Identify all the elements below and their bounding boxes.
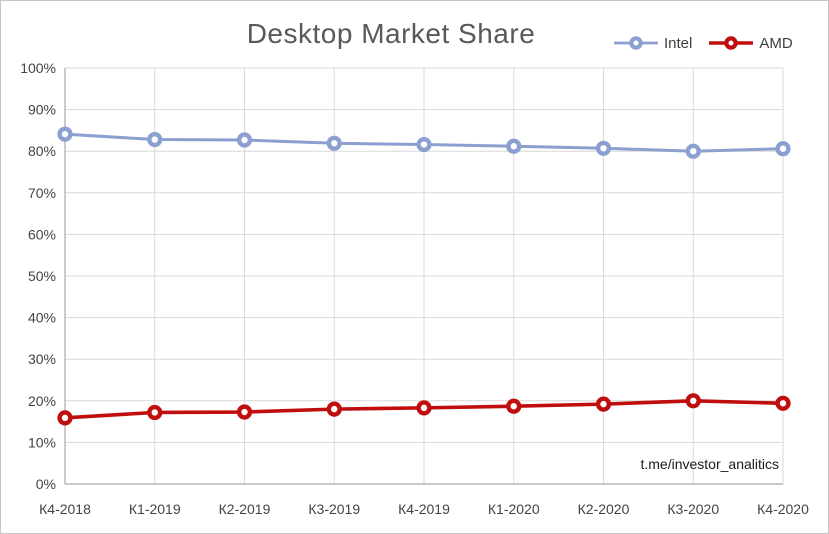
y-tick-label: 20%: [28, 393, 56, 409]
x-tick-label: К2-2020: [578, 501, 630, 517]
x-tick-label: К4-2018: [39, 501, 91, 517]
data-point-intel-К1-2020: [506, 138, 522, 154]
y-tick-label: 80%: [28, 143, 56, 159]
x-tick-label: К1-2020: [488, 501, 540, 517]
legend-label-intel: Intel: [664, 34, 693, 52]
data-point-amd-К1-2020: [506, 398, 522, 414]
x-tick-label: К2-2019: [219, 501, 271, 517]
y-tick-label: 10%: [28, 434, 56, 450]
amd-legend-marker-icon: [709, 36, 754, 50]
data-point-amd-К4-2019: [416, 400, 432, 416]
data-point-intel-К4-2019: [416, 136, 432, 153]
data-point-intel-К3-2019: [326, 135, 342, 151]
y-tick-label: 60%: [28, 226, 56, 242]
data-point-amd-К2-2020: [595, 396, 612, 412]
watermark-text: t.me/investor_analitics: [640, 456, 779, 472]
data-point-amd-К4-2018: [57, 410, 73, 426]
data-point-intel-К3-2020: [685, 143, 701, 159]
x-tick-label: К4-2020: [757, 501, 809, 517]
data-point-intel-К1-2019: [147, 131, 163, 148]
y-tick-label: 30%: [28, 351, 56, 367]
y-tick-label: 0%: [36, 476, 56, 492]
data-point-intel-К2-2019: [236, 132, 253, 148]
data-point-intel-К4-2020: [775, 141, 791, 157]
y-tick-label: 50%: [28, 268, 56, 284]
y-tick-label: 100%: [20, 60, 56, 76]
x-tick-label: К3-2020: [667, 501, 719, 517]
x-tick-label: К1-2019: [129, 501, 181, 517]
data-point-intel-К4-2018: [57, 126, 73, 142]
data-point-amd-К3-2020: [685, 393, 701, 409]
data-point-amd-К4-2020: [775, 395, 791, 411]
data-point-amd-К3-2019: [326, 401, 342, 417]
y-tick-label: 40%: [28, 310, 56, 326]
legend-item-amd: AMD: [708, 34, 793, 52]
legend-item-intel: Intel: [613, 34, 692, 52]
data-point-intel-К2-2020: [595, 140, 612, 156]
data-point-amd-К2-2019: [236, 404, 253, 420]
x-tick-label: К3-2019: [308, 501, 360, 517]
data-point-amd-К1-2019: [147, 404, 163, 421]
y-tick-label: 90%: [28, 102, 56, 118]
chart-title: Desktop Market Share: [246, 18, 536, 49]
legend: Intel AMD: [613, 34, 793, 52]
legend-label-amd: AMD: [759, 34, 793, 52]
y-tick-label: 70%: [28, 185, 56, 201]
intel-legend-marker-icon: [614, 36, 658, 50]
x-tick-label: К4-2019: [398, 501, 450, 517]
